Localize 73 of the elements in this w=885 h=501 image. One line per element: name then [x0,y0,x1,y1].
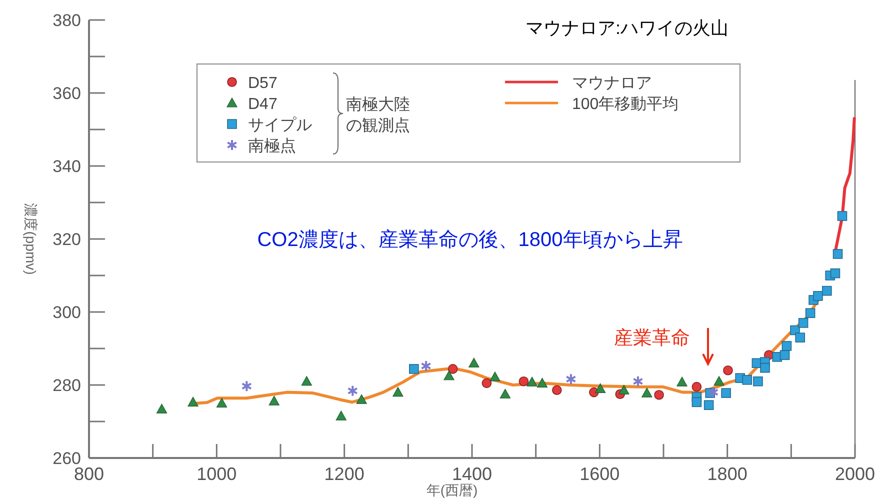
point [654,390,664,400]
legend-label: サイプル [248,116,312,134]
point [500,388,510,398]
point [268,396,280,406]
point [692,397,702,408]
x-tick-label: 1800 [707,464,748,484]
annotation: マウナロア:ハワイの火山 [525,18,729,38]
point [795,332,806,342]
point [780,350,790,360]
point [805,308,816,318]
point [356,394,367,404]
legend-label: マウナロア [572,75,652,92]
y-tick-label: 280 [52,376,81,395]
point [642,388,652,398]
point [714,376,724,386]
point [721,388,731,398]
point [336,410,346,420]
point [837,211,848,221]
point [301,376,312,386]
x-axis-title: 年(西暦) [426,482,478,498]
point [444,370,454,380]
point [742,374,752,385]
point [632,375,644,388]
point [708,386,719,398]
point [216,398,228,408]
point [188,396,198,406]
point [448,364,458,374]
legend-label: 南極点 [248,137,296,155]
point [798,318,808,328]
point [409,364,419,374]
legend-label: 100年移動平均 [572,96,679,113]
point [347,384,358,397]
point [490,372,500,382]
point [482,378,492,388]
legend-label: D57 [248,75,278,92]
point [723,366,733,376]
y-tick-label: 340 [52,157,81,176]
point [830,268,840,278]
point [392,387,404,397]
point [518,376,529,386]
point [618,384,630,394]
point [420,360,432,372]
point [832,249,843,259]
y-tick-label: 320 [52,230,81,249]
point [753,376,763,386]
point [813,291,823,301]
x-tick-label: 1000 [196,464,237,484]
point [536,378,548,388]
point [760,362,770,373]
point [468,358,480,368]
point [156,404,168,414]
y-axis-title: 濃度(ppmv) [23,203,39,275]
point [566,373,576,386]
point [704,400,714,410]
y-tick-label: 360 [52,84,81,103]
point [241,380,252,392]
x-tick-label: 1400 [452,464,492,484]
annotation: 産業革命 [614,327,690,349]
point [676,376,688,386]
x-tick-label: 1200 [324,464,364,484]
point [822,286,832,296]
y-tick-label: 300 [52,303,81,322]
x-tick-label: 2000 [834,464,876,484]
legend-label: D47 [248,96,278,113]
point [552,385,562,396]
x-tick-label: 1600 [580,464,620,484]
point [526,376,538,386]
y-tick-label: 380 [52,11,81,30]
legend-title: 南極大陸の観測点 [346,96,410,134]
point [595,383,606,393]
point [782,341,792,351]
annotation: CO2濃度は、産業革命の後、1800年頃から上昇 [257,229,683,251]
point [692,382,702,392]
